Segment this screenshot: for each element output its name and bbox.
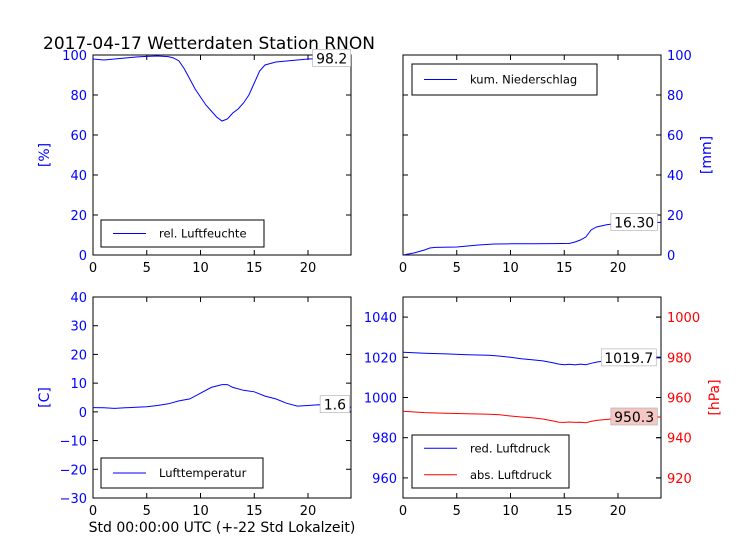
figure-title: 2017-04-17 Wetterdaten Station RNON — [43, 34, 375, 54]
x-tick-label: 20 — [300, 504, 317, 519]
legend-label: red. Luftdruck — [470, 441, 551, 455]
x-tick-label: 20 — [610, 261, 627, 276]
y-right-tick-label: 920 — [667, 472, 692, 487]
x-tick-label: 10 — [502, 504, 519, 519]
y-tick-label: 100 — [667, 49, 692, 64]
y-tick-label: −10 — [60, 435, 87, 450]
y-tick-label: 60 — [70, 129, 87, 144]
x-tick-label: 0 — [89, 261, 97, 276]
x-tick-label: 15 — [246, 261, 263, 276]
value-annotation-box — [312, 49, 351, 67]
x-tick-label: 5 — [143, 261, 151, 276]
y-tick-label: 1020 — [364, 351, 397, 366]
value-annotation: 1019.7 — [604, 351, 653, 367]
y-tick-label: 980 — [372, 432, 397, 447]
chart-panel-temperature: 0 5 10 15 20 −30 −20 −10 0 10 20 30 40 [C] 1.6 Lufttemp… — [37, 291, 352, 519]
x-tick-label: 0 — [89, 504, 97, 519]
y-tick-label: 40 — [70, 169, 87, 184]
y-tick-label: 60 — [667, 129, 684, 144]
y-right-tick-label: 980 — [667, 351, 692, 366]
value-annotation-box — [610, 407, 658, 426]
x-tick-label: 15 — [246, 504, 263, 519]
legend-label: abs. Luftdruck — [470, 468, 552, 482]
y-tick-label: 960 — [372, 472, 397, 487]
x-tick-label: 15 — [556, 504, 573, 519]
value-annotation-box — [600, 348, 657, 367]
plot-frame — [92, 54, 352, 256]
x-tick-label: 15 — [556, 261, 573, 276]
y-tick-label: −30 — [60, 492, 87, 507]
x-tick-label: 10 — [192, 504, 209, 519]
x-tick-label: 5 — [453, 504, 461, 519]
y-tick-label: 0 — [79, 406, 87, 421]
y-tick-label: 0 — [667, 249, 675, 264]
series-line-lufttemperatur — [93, 384, 351, 409]
value-annotation: 98.2 — [316, 52, 347, 68]
y-tick-label: 80 — [70, 89, 87, 104]
value-annotation: 1.6 — [324, 398, 346, 414]
value-annotation-box — [319, 395, 350, 413]
x-tick-label: 10 — [502, 261, 519, 276]
x-tick-label: 20 — [610, 504, 627, 519]
x-tick-label: 10 — [192, 261, 209, 276]
y-right-tick-label: 940 — [667, 432, 692, 447]
y-tick-label: 1040 — [364, 311, 397, 326]
plot-frame — [92, 296, 352, 499]
legend: Lufttemperatur — [100, 457, 264, 489]
plot-frame — [402, 54, 662, 256]
y-tick-label: 20 — [667, 209, 684, 224]
y-tick-label: 40 — [70, 291, 87, 306]
x-tick-label: 5 — [143, 504, 151, 519]
y-tick-label: 20 — [70, 348, 87, 363]
y-axis-label: [hPa] — [707, 379, 723, 415]
chart-panel-pressure: 0 5 10 15 20 960 980 1000 1020 1040 920 940 960 980 10… — [364, 296, 723, 519]
y-tick-label: 100 — [62, 49, 87, 64]
legend: rel. Luftfeuchte — [100, 219, 265, 248]
y-axis-label: [mm] — [699, 136, 715, 174]
y-tick-label: 1000 — [364, 392, 397, 407]
y-tick-label: 40 — [667, 169, 684, 184]
value-annotation-box — [610, 213, 658, 231]
y-tick-label: 20 — [70, 209, 87, 224]
legend-label: kum. Niederschlag — [470, 73, 577, 87]
y-tick-label: 30 — [70, 320, 87, 335]
legend-label: Lufttemperatur — [159, 466, 247, 480]
y-axis-label: [%] — [37, 143, 53, 167]
legend-label: rel. Luftfeuchte — [159, 227, 247, 241]
x-tick-label: 20 — [300, 261, 317, 276]
y-tick-label: 0 — [79, 249, 87, 264]
y-tick-label: 80 — [667, 89, 684, 104]
y-tick-label: 10 — [70, 377, 87, 392]
y-axis-label: [C] — [37, 387, 53, 408]
chart-panel-precip: 0 5 10 15 20 0 20 40 60 80 100 [mm] 16.30 kum. Nieder… — [399, 49, 715, 276]
bottom-x-axis-label: Std 00:00:00 UTC (+-22 Std Lokalzeit) — [89, 520, 356, 536]
value-annotation: 16.30 — [614, 215, 654, 231]
value-annotation: 950.3 — [614, 410, 654, 426]
legend: kum. Niederschlag — [411, 63, 598, 96]
x-tick-label: 5 — [453, 261, 461, 276]
y-right-tick-label: 1000 — [667, 311, 700, 326]
x-tick-label: 0 — [399, 261, 407, 276]
y-tick-label: −20 — [60, 463, 87, 478]
legend: red. Luftdruck abs. Luftdruck — [411, 434, 570, 489]
chart-panel-humidity: 0 5 10 15 20 0 20 40 60 80 100 [%] 98.2 rel. Luftfeuc… — [37, 49, 352, 276]
legend-box — [411, 434, 570, 489]
x-tick-label: 0 — [399, 504, 407, 519]
y-right-tick-label: 960 — [667, 392, 692, 407]
series-line-rel-luftfeuchte — [93, 55, 351, 122]
